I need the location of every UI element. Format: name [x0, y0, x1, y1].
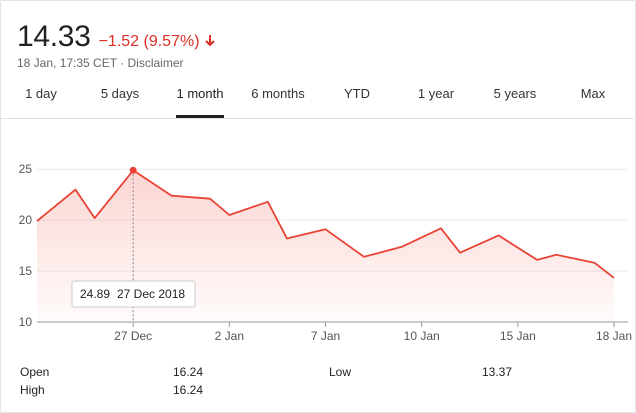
- stat-high-value: 16.24: [173, 383, 204, 397]
- stat-open-value: 16.24: [173, 365, 204, 379]
- tab-6-months[interactable]: 6 months: [251, 86, 305, 101]
- tab-1-month[interactable]: 1 month: [176, 86, 224, 118]
- tab-5-days[interactable]: 5 days: [100, 86, 140, 101]
- price-change: −1.52 (9.57%): [98, 33, 200, 50]
- range-tabs: 1 day 5 days 1 month 6 months YTD 1 year…: [0, 86, 634, 119]
- y-tick-label: 20: [19, 213, 33, 227]
- stat-low-label: Low: [329, 365, 352, 379]
- stat-high-label: High: [20, 383, 45, 397]
- tab-1-year[interactable]: 1 year: [417, 86, 455, 101]
- quote-header: 14.33 −1.52 (9.57%) 18 Jan, 17:35 CET · …: [17, 20, 215, 70]
- x-tick-label: 18 Jan: [596, 329, 632, 343]
- x-tick-label: 15 Jan: [500, 329, 536, 343]
- stat-low-value: 13.37: [482, 365, 513, 379]
- price-chart[interactable]: 10 15 20 25 27 Dec 2 Jan 7 Jan 10 Jan 15 Jan 18 …: [0, 119, 634, 351]
- x-tick-label: 7 Jan: [311, 329, 340, 343]
- tab-1-day[interactable]: 1 day: [25, 86, 57, 101]
- tab-max[interactable]: Max: [580, 86, 606, 101]
- tooltip-value: 24.89: [80, 287, 110, 301]
- x-tick-label: 2 Jan: [215, 329, 244, 343]
- y-tick-label: 25: [19, 162, 33, 176]
- timestamp-disclaimer: 18 Jan, 17:35 CET · Disclaimer: [17, 56, 184, 70]
- arrow-down-icon: [204, 34, 215, 47]
- tooltip: 24.89 27 Dec 2018: [71, 280, 196, 308]
- current-price: 14.33: [17, 20, 91, 53]
- y-tick-label: 15: [19, 264, 33, 278]
- hover-point: [129, 166, 137, 174]
- tab-5-years[interactable]: 5 years: [493, 86, 537, 101]
- x-tick-label: 10 Jan: [404, 329, 440, 343]
- stat-open-label: Open: [20, 365, 50, 379]
- tab-ytd[interactable]: YTD: [344, 86, 370, 101]
- tooltip-date: 27 Dec 2018: [117, 287, 185, 301]
- x-tick-label: 27 Dec: [114, 329, 152, 343]
- y-tick-label: 10: [19, 315, 33, 329]
